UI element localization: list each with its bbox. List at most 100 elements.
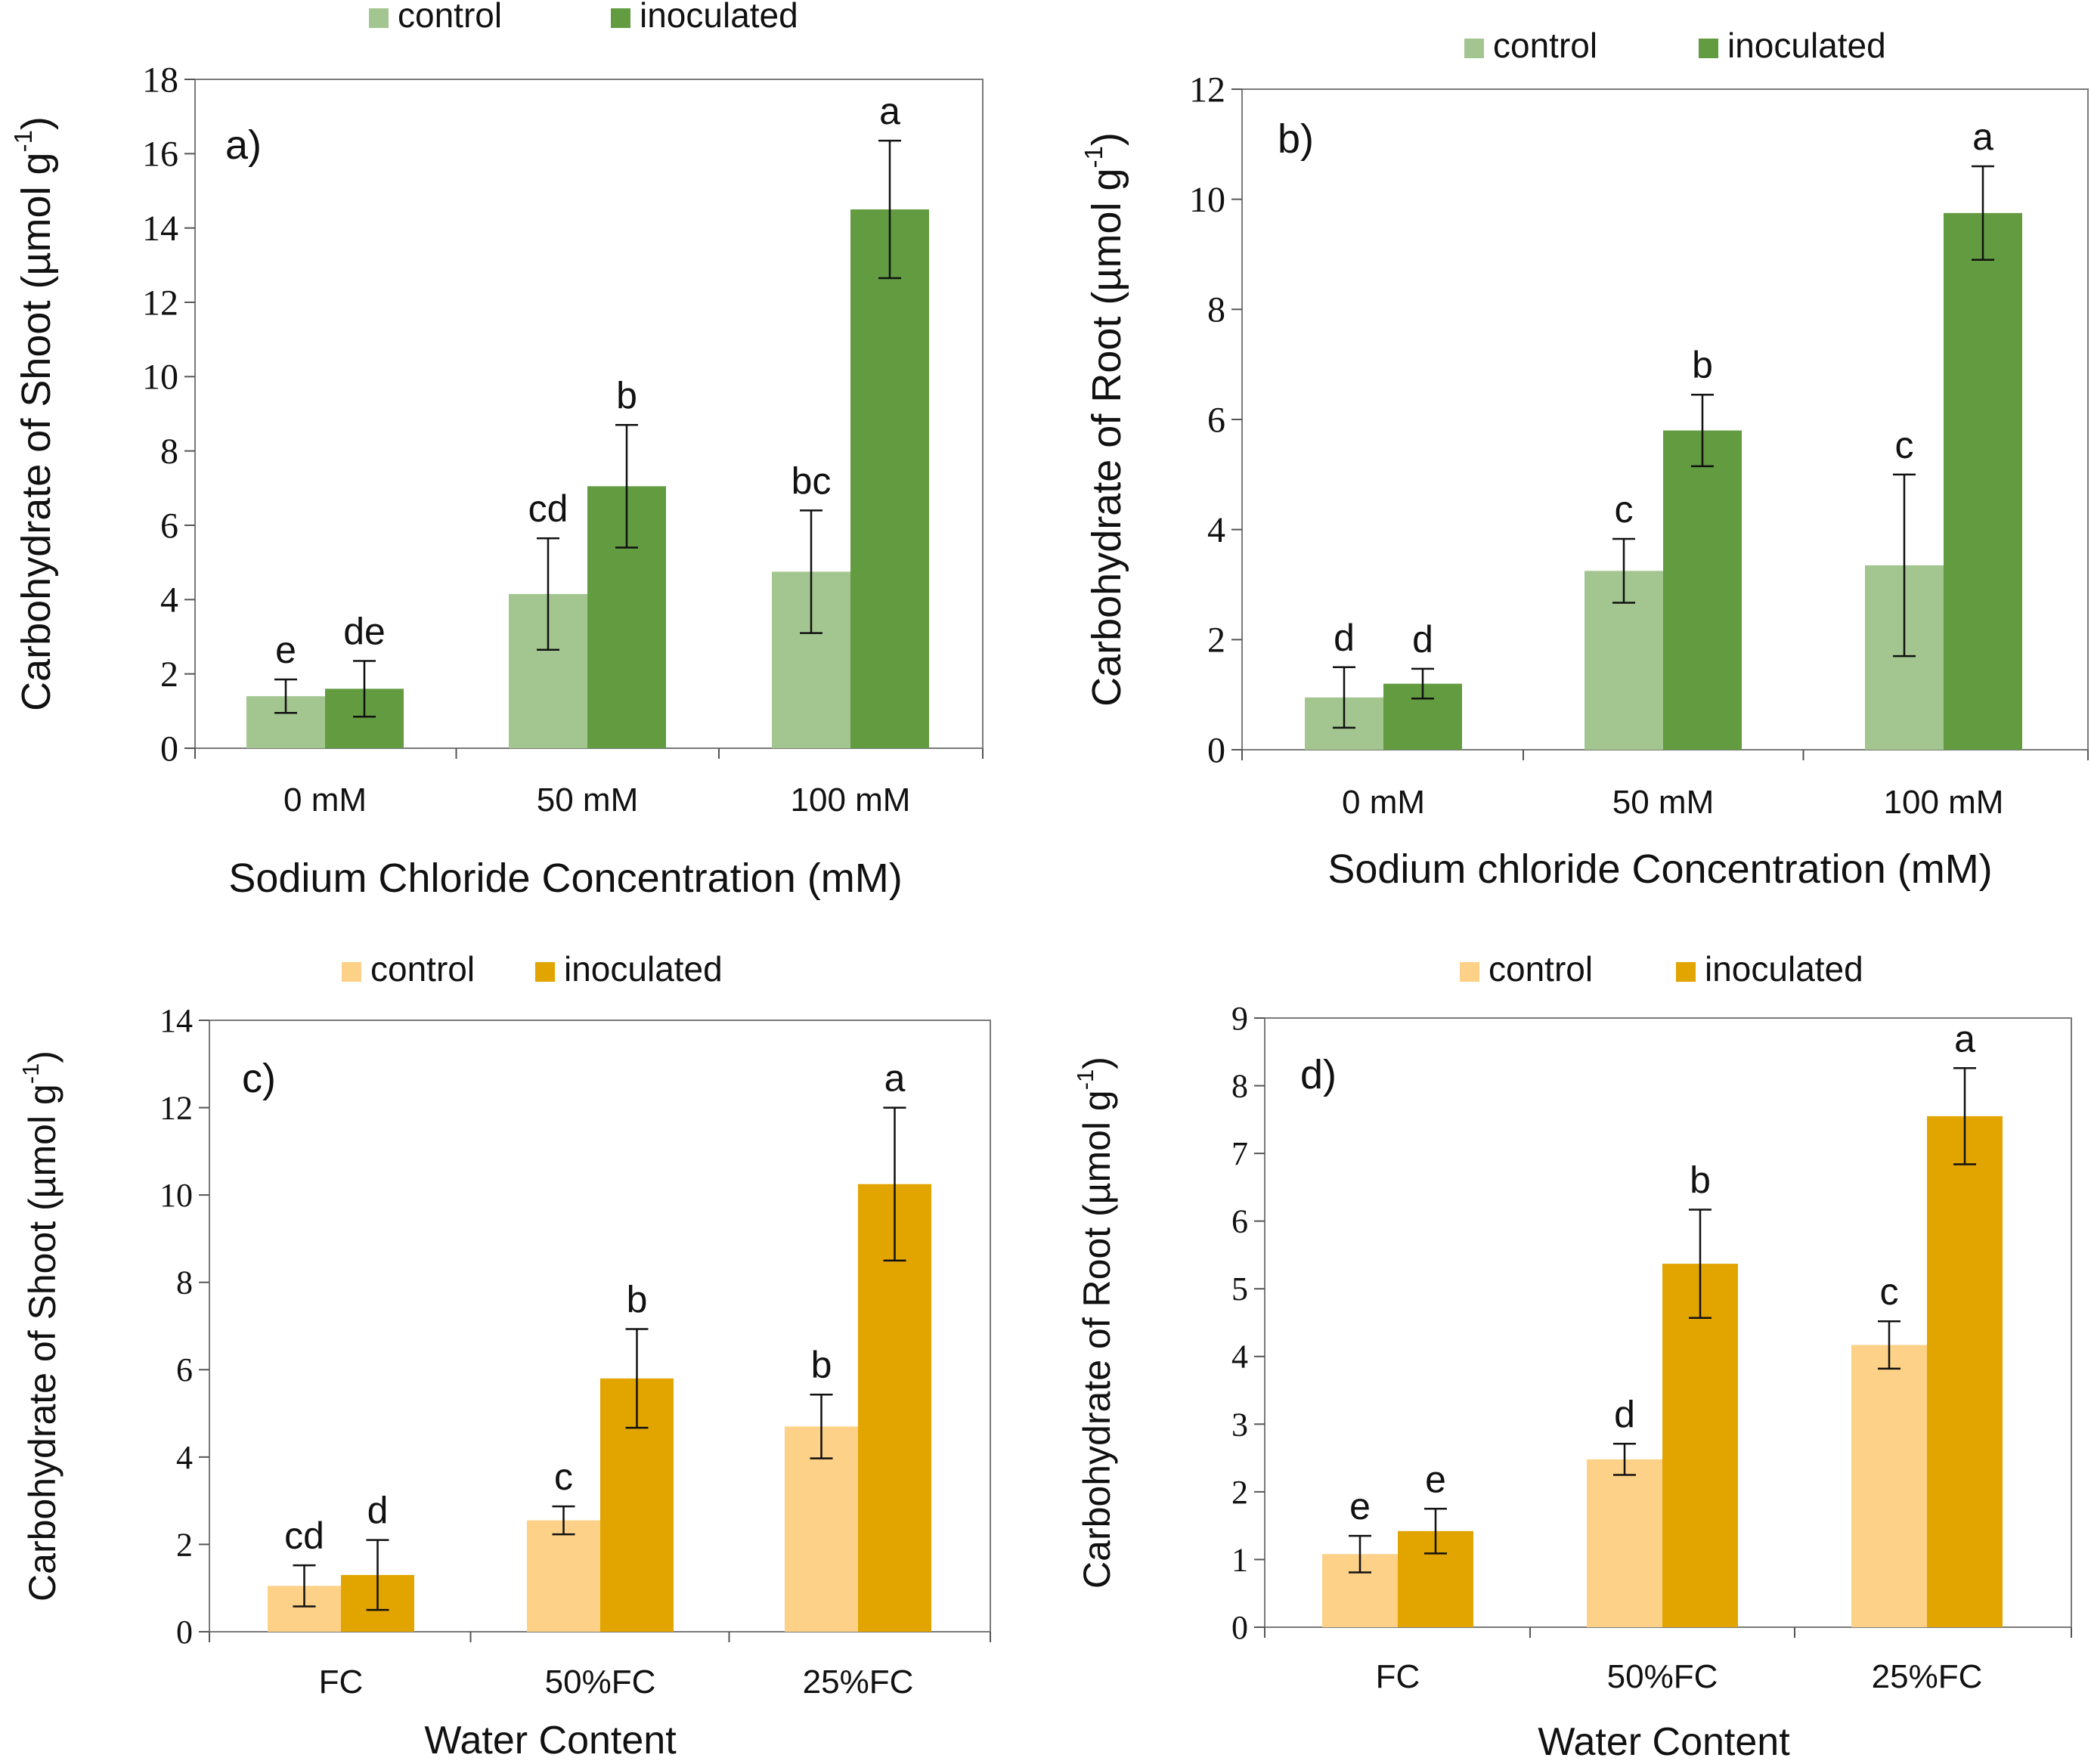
legend-swatch-inoculated (611, 8, 630, 28)
x-axis-label: Sodium Chloride Concentration (mM) (228, 856, 902, 901)
y-tick-label: 5 (1231, 1270, 1248, 1308)
y-tick-label: 6 (1231, 1203, 1248, 1240)
legend-swatch-control (1464, 39, 1484, 58)
y-tick-label: 6 (1207, 400, 1225, 440)
x-tick-label: 50 mM (537, 781, 638, 819)
significance-letter: d (367, 1490, 389, 1532)
significance-letter: e (1425, 1458, 1446, 1500)
legend-label-control: control (370, 949, 475, 989)
y-tick-label: 12 (1189, 70, 1225, 110)
x-tick-label: 0 mM (283, 781, 367, 819)
y-tick-label: 0 (1231, 1609, 1248, 1646)
legend-label-inoculated: inoculated (1727, 26, 1886, 65)
y-tick-label: 10 (160, 1177, 193, 1214)
y-tick-label: 6 (176, 1351, 193, 1388)
significance-letter: a (1972, 116, 1993, 158)
significance-letter: d (1334, 617, 1355, 659)
significance-letter: b (1692, 344, 1713, 386)
significance-letter: bc (791, 460, 832, 502)
x-tick-label: 25%FC (1872, 1658, 1983, 1695)
y-tick-label: 4 (176, 1439, 193, 1476)
x-tick-label: 0 mM (1342, 784, 1425, 821)
legend-swatch-inoculated (535, 962, 555, 982)
y-tick-label: 8 (176, 1264, 193, 1301)
x-axis-label: Water Content (1538, 1720, 1790, 1764)
y-tick-label: 9 (1231, 1000, 1248, 1037)
legend-label-inoculated: inoculated (640, 0, 798, 35)
bar-inoculated (1663, 430, 1742, 750)
bar-control (1851, 1345, 1927, 1627)
legend-label-control: control (1488, 949, 1593, 989)
significance-letter: c (554, 1456, 573, 1498)
y-tick-label: 2 (176, 1526, 193, 1563)
significance-letter: c (1895, 424, 1914, 466)
panel-label: d) (1300, 1052, 1337, 1097)
significance-letter: d (1614, 1393, 1635, 1435)
x-tick-label: FC (319, 1663, 364, 1701)
y-axis-label: Carbohydrate of Root (µmol g-1) (1072, 1057, 1119, 1589)
chart-panel-2: 0 2 4 6 8 10 12 d d 0 mM c b 50 mM c a 100 mM b) control i… (1080, 26, 2089, 892)
bar-inoculated (1927, 1116, 2003, 1627)
y-tick-label: 12 (142, 283, 178, 323)
y-axis-label: Carbohydrate of Shoot (µmol g-1) (17, 1051, 64, 1602)
significance-letter: e (1349, 1485, 1371, 1527)
legend-swatch-control (369, 8, 389, 28)
significance-letter: e (275, 629, 296, 671)
y-tick-label: 8 (1231, 1068, 1248, 1105)
y-tick-label: 7 (1231, 1135, 1248, 1172)
y-tick-label: 1 (1231, 1541, 1248, 1578)
y-tick-label: 3 (1231, 1406, 1248, 1443)
bar-inoculated (850, 209, 929, 748)
y-tick-label: 2 (1207, 620, 1225, 661)
y-tick-label: 0 (1207, 730, 1225, 770)
y-tick-label: 12 (160, 1090, 193, 1127)
y-tick-label: 6 (160, 506, 178, 546)
x-axis-label: Sodium chloride Concentration (mM) (1327, 846, 1992, 892)
x-tick-label: 50 mM (1612, 784, 1714, 821)
significance-letter: b (616, 374, 637, 416)
legend-label-control: control (398, 0, 502, 35)
bar-inoculated (1944, 212, 2022, 750)
bar-control (785, 1426, 858, 1632)
panel-label: c) (242, 1056, 276, 1101)
significance-letter: b (1690, 1159, 1711, 1201)
legend-label-inoculated: inoculated (564, 949, 723, 989)
y-tick-label: 4 (1207, 510, 1225, 550)
significance-letter: c (1880, 1270, 1899, 1313)
significance-letter: b (811, 1344, 832, 1386)
bar-control (527, 1520, 600, 1632)
y-tick-label: 0 (160, 729, 178, 769)
chart-panel-1: 0 2 4 6 8 10 12 14 16 18 e de 0 mM cd b 50 mM bc a 100 mM a… (9, 0, 984, 901)
chart-panel-3: 0 2 4 6 8 10 12 14 cd d FC c b 50%FC b a 25%FC c) control i… (17, 949, 991, 1762)
y-axis-label: Carbohydrate of Shoot (µmol g-1) (9, 116, 59, 711)
significance-letter: a (884, 1057, 906, 1100)
bar-control (1587, 1459, 1662, 1627)
y-tick-label: 8 (160, 432, 178, 472)
chart-panel-4: 0 1 2 3 4 5 6 7 8 9 e e FC d b 50%FC c a 25%FC d) control ino… (1072, 949, 2072, 1764)
legend-label-inoculated: inoculated (1705, 949, 1863, 989)
y-tick-label: 2 (160, 655, 178, 695)
y-tick-label: 10 (1189, 180, 1225, 220)
legend-swatch-control (342, 962, 361, 982)
significance-letter: b (627, 1279, 648, 1321)
legend-swatch-control (1460, 962, 1479, 982)
significance-letter: d (1412, 618, 1433, 661)
y-axis-label: Carbohydrate of Root (µmol g-1) (1080, 132, 1129, 707)
y-tick-label: 14 (142, 209, 178, 249)
significance-letter: de (343, 610, 386, 652)
significance-letter: c (1615, 488, 1634, 531)
panel-label: b) (1278, 116, 1314, 162)
y-tick-label: 8 (1207, 290, 1225, 330)
legend-swatch-inoculated (1676, 962, 1696, 982)
panel-label: a) (225, 122, 262, 168)
x-tick-label: 50%FC (1607, 1658, 1718, 1695)
y-tick-label: 18 (142, 60, 178, 100)
legend-swatch-inoculated (1699, 39, 1718, 58)
x-axis-label: Water Content (424, 1719, 677, 1762)
y-tick-label: 0 (176, 1614, 193, 1651)
legend-label-control: control (1493, 26, 1597, 65)
x-tick-label: 50%FC (545, 1663, 656, 1701)
significance-letter: a (879, 90, 900, 132)
bar-inoculated (1662, 1264, 1738, 1627)
